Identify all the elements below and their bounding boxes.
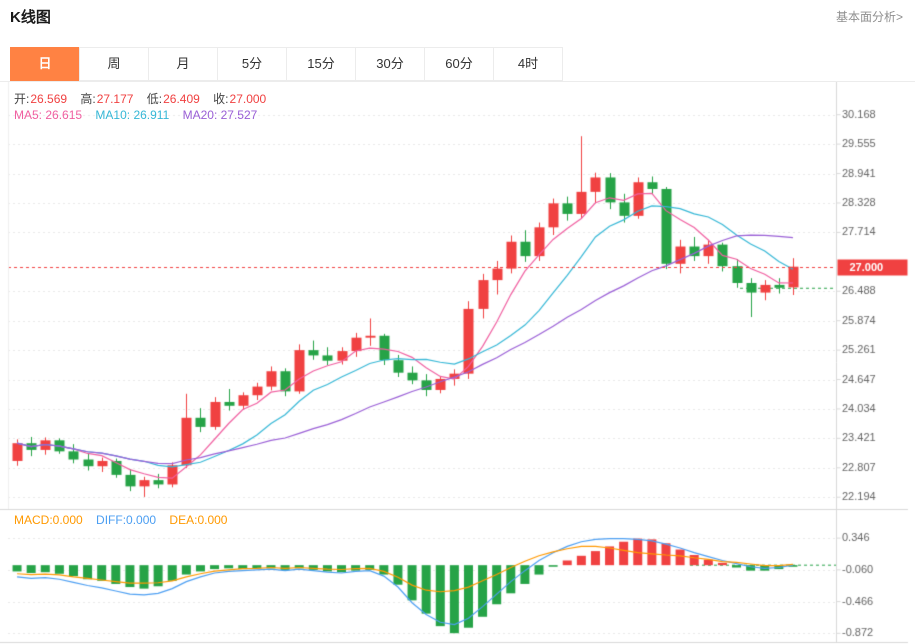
tabs-divider <box>0 81 915 82</box>
fundamental-analysis-link[interactable]: 基本面分析> <box>835 9 903 24</box>
kline-canvas[interactable] <box>0 82 915 644</box>
page-title: K线图 <box>10 8 51 26</box>
tab-30min[interactable]: 30分 <box>355 47 425 81</box>
chart-area: 开:26.569 高:27.177 低:26.409 收:27.000 MA5:… <box>0 82 915 644</box>
tab-week[interactable]: 周 <box>79 47 149 81</box>
tab-day[interactable]: 日 <box>10 47 80 81</box>
tab-15min[interactable]: 15分 <box>286 47 356 81</box>
tab-4hour[interactable]: 4时 <box>493 47 563 81</box>
tab-5min[interactable]: 5分 <box>217 47 287 81</box>
tab-month[interactable]: 月 <box>148 47 218 81</box>
timeframe-tabs: 日 周 月 5分 15分 30分 60分 4时 <box>10 47 563 81</box>
tab-60min[interactable]: 60分 <box>424 47 494 81</box>
page-header: K线图 基本面分析> <box>0 0 915 32</box>
